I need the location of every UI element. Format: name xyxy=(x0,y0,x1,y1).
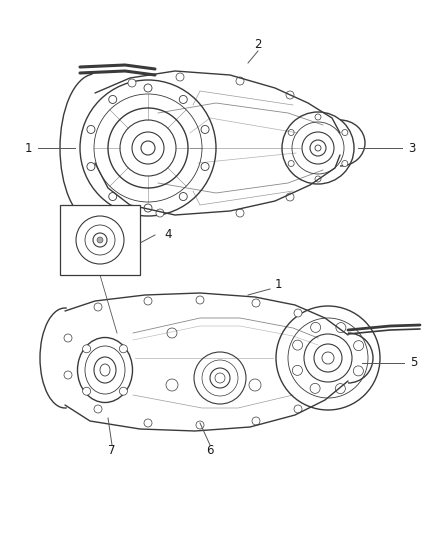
Circle shape xyxy=(342,160,348,166)
Circle shape xyxy=(94,405,102,413)
Circle shape xyxy=(64,334,72,342)
Text: 5: 5 xyxy=(410,357,418,369)
Circle shape xyxy=(196,296,204,304)
Circle shape xyxy=(144,84,152,92)
Circle shape xyxy=(83,387,91,395)
Circle shape xyxy=(93,233,107,247)
Text: 2: 2 xyxy=(254,38,262,52)
Circle shape xyxy=(294,309,302,317)
Circle shape xyxy=(315,176,321,182)
Circle shape xyxy=(311,322,321,333)
Text: 7: 7 xyxy=(108,445,116,457)
Circle shape xyxy=(87,163,95,171)
Circle shape xyxy=(353,366,364,376)
Circle shape xyxy=(353,341,364,351)
Text: 4: 4 xyxy=(164,229,172,241)
Circle shape xyxy=(166,379,178,391)
Circle shape xyxy=(179,192,187,200)
Circle shape xyxy=(156,209,164,217)
Circle shape xyxy=(87,125,95,133)
Circle shape xyxy=(144,204,152,212)
Circle shape xyxy=(286,91,294,99)
Circle shape xyxy=(83,345,91,353)
Circle shape xyxy=(252,299,260,307)
Circle shape xyxy=(336,384,345,393)
Circle shape xyxy=(94,303,102,311)
Circle shape xyxy=(167,328,177,338)
Circle shape xyxy=(201,163,209,171)
Circle shape xyxy=(336,322,346,333)
Circle shape xyxy=(176,73,184,81)
Circle shape xyxy=(109,95,117,103)
Circle shape xyxy=(97,237,103,243)
Circle shape xyxy=(144,297,152,305)
Circle shape xyxy=(293,365,302,375)
Text: 1: 1 xyxy=(274,279,282,292)
Circle shape xyxy=(342,130,348,135)
Circle shape xyxy=(315,114,321,120)
Circle shape xyxy=(120,345,127,353)
Bar xyxy=(60,205,140,275)
Circle shape xyxy=(288,130,294,135)
Circle shape xyxy=(293,340,303,350)
Circle shape xyxy=(120,387,127,395)
Circle shape xyxy=(76,216,124,264)
Circle shape xyxy=(249,379,261,391)
Text: 3: 3 xyxy=(408,141,416,155)
Circle shape xyxy=(196,421,204,429)
Circle shape xyxy=(294,405,302,413)
Circle shape xyxy=(128,79,136,87)
Text: 1: 1 xyxy=(24,141,32,155)
Circle shape xyxy=(286,193,294,201)
Circle shape xyxy=(201,125,209,133)
Circle shape xyxy=(236,77,244,85)
Text: 6: 6 xyxy=(206,445,214,457)
Circle shape xyxy=(288,160,294,166)
Circle shape xyxy=(85,225,115,255)
Circle shape xyxy=(179,95,187,103)
Circle shape xyxy=(252,417,260,425)
Circle shape xyxy=(64,371,72,379)
Circle shape xyxy=(109,192,117,200)
Circle shape xyxy=(310,383,320,393)
Circle shape xyxy=(144,419,152,427)
Circle shape xyxy=(236,209,244,217)
